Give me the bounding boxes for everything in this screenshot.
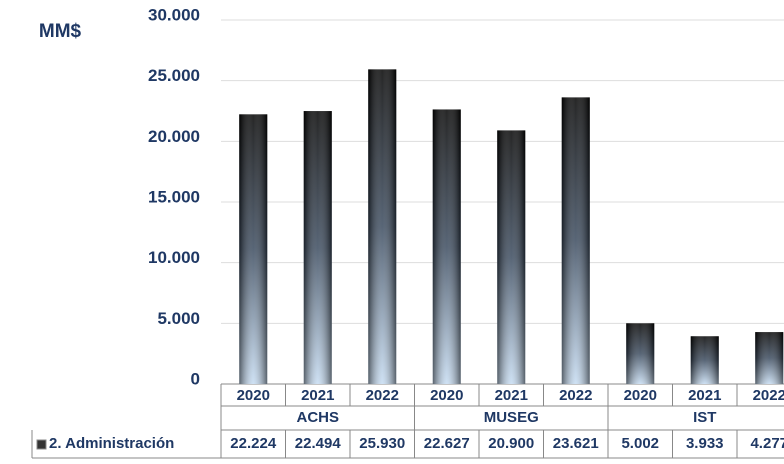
data-label: 22.494 (295, 435, 342, 452)
bar (239, 114, 268, 384)
group-label: ACHS (296, 409, 339, 426)
data-label: 3.933 (686, 435, 724, 452)
x-tick-label: 2022 (559, 387, 592, 404)
y-tick-label: 5.000 (157, 309, 200, 328)
bar (755, 332, 784, 384)
data-label: 4.277 (750, 435, 784, 452)
bar (368, 69, 397, 385)
x-tick-label: 2021 (301, 387, 334, 404)
group-label: IST (693, 409, 716, 426)
data-label: 23.621 (553, 435, 599, 452)
x-tick-label: 2021 (688, 387, 721, 404)
y-tick-label: 15.000 (148, 187, 200, 206)
group-label: MUSEG (484, 409, 539, 426)
x-tick-label: 2020 (624, 387, 657, 404)
legend-label: 2. Administración (49, 435, 174, 452)
y-tick-label: 20.000 (148, 127, 200, 146)
legend-marker (36, 439, 47, 450)
bar (626, 323, 655, 384)
x-tick-label: 2022 (753, 387, 784, 404)
bar (303, 111, 332, 384)
data-label: 25.930 (359, 435, 405, 452)
bar (690, 336, 719, 384)
data-label: 5.002 (621, 435, 659, 452)
y-tick-label: 10.000 (148, 248, 200, 267)
y-tick-label: 0 (191, 369, 200, 388)
data-label: 22.224 (230, 435, 277, 452)
x-tick-label: 2022 (366, 387, 399, 404)
x-tick-label: 2021 (495, 387, 528, 404)
x-tick-label: 2020 (237, 387, 270, 404)
y-axis-label: MM$ (39, 21, 82, 42)
bar (432, 109, 461, 384)
bar (497, 130, 526, 384)
data-label: 22.627 (424, 435, 470, 452)
bar (561, 97, 590, 385)
data-label: 20.900 (488, 435, 534, 452)
y-tick-label: 30.000 (148, 5, 200, 24)
x-tick-label: 2020 (430, 387, 463, 404)
y-tick-label: 25.000 (148, 66, 200, 85)
